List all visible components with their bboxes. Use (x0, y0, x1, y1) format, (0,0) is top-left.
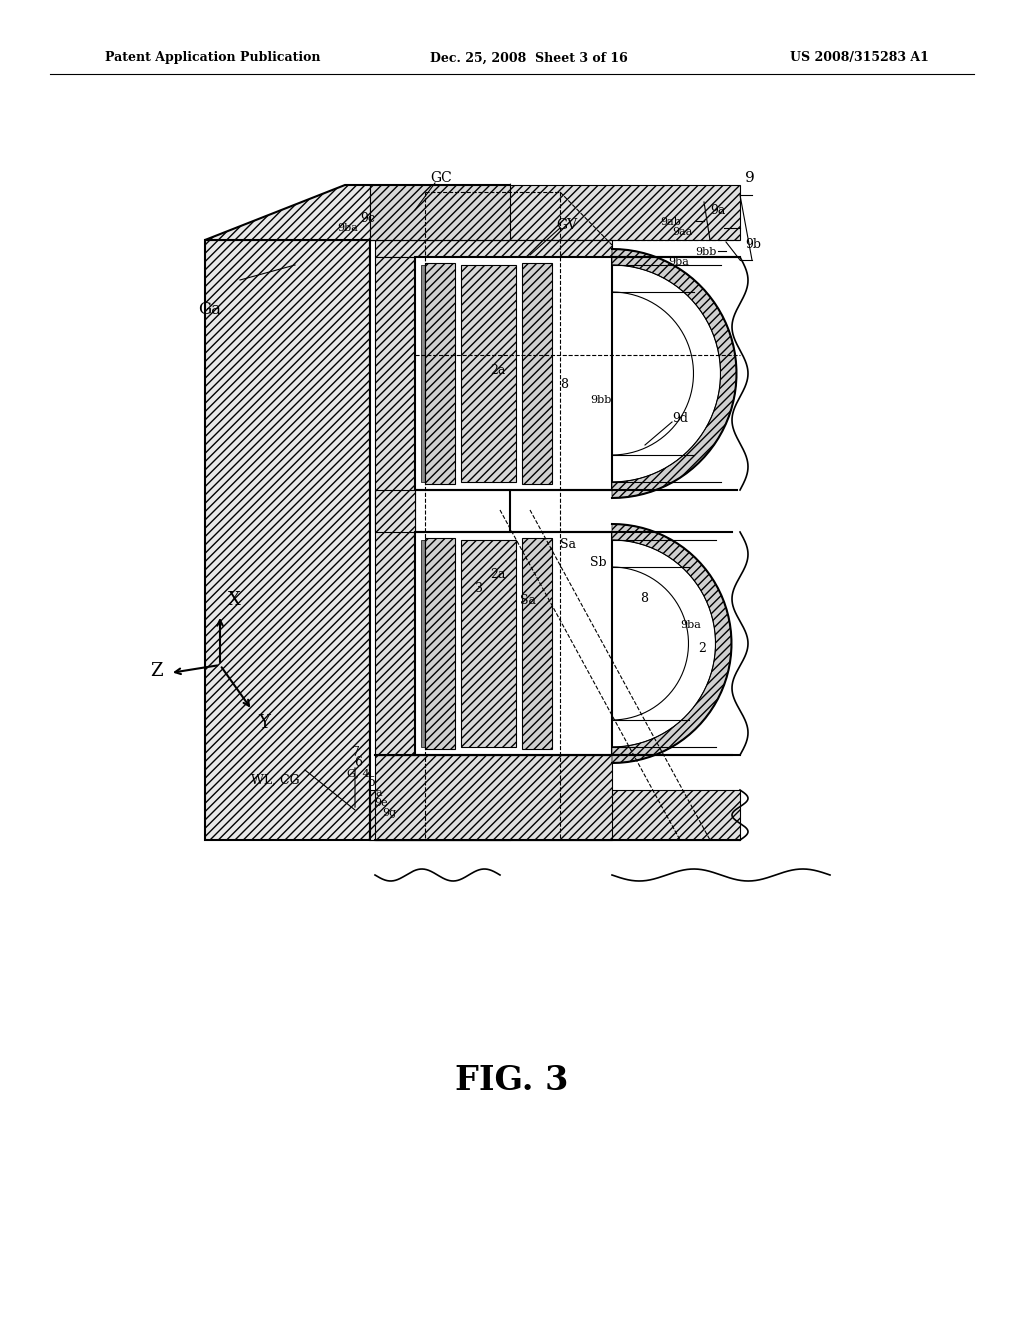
Polygon shape (370, 789, 740, 840)
Polygon shape (375, 490, 415, 532)
Text: Z: Z (150, 663, 163, 680)
Text: Patent Application Publication: Patent Application Publication (105, 51, 321, 65)
Polygon shape (370, 185, 510, 840)
Text: 9bb: 9bb (695, 247, 717, 257)
Text: Dec. 25, 2008  Sheet 3 of 16: Dec. 25, 2008 Sheet 3 of 16 (430, 51, 628, 65)
Text: 8: 8 (560, 379, 568, 392)
Text: GV: GV (556, 218, 578, 232)
Text: 9ba: 9ba (668, 257, 689, 267)
Text: 9aa: 9aa (672, 227, 692, 238)
Text: 2: 2 (698, 642, 706, 655)
Text: US 2008/315283 A1: US 2008/315283 A1 (790, 51, 929, 65)
Text: 6: 6 (354, 756, 362, 770)
Text: Sa: Sa (560, 539, 575, 552)
Polygon shape (425, 263, 455, 484)
Text: X: X (228, 591, 241, 609)
Text: Ga: Ga (199, 301, 221, 318)
Text: FIG. 3: FIG. 3 (456, 1064, 568, 1097)
Polygon shape (370, 185, 510, 240)
Polygon shape (421, 265, 425, 482)
Polygon shape (205, 240, 370, 840)
Text: 9bb: 9bb (590, 395, 611, 405)
Polygon shape (375, 240, 612, 257)
Polygon shape (522, 263, 552, 484)
Text: 9b: 9b (745, 239, 761, 252)
Text: 9ab: 9ab (660, 216, 681, 227)
Polygon shape (461, 540, 516, 747)
Text: 9c: 9c (360, 211, 375, 224)
Text: 3: 3 (475, 582, 483, 594)
Text: 9e: 9e (375, 799, 388, 808)
Text: 8: 8 (640, 591, 648, 605)
Polygon shape (612, 249, 736, 498)
Text: 9g: 9g (382, 808, 396, 818)
Polygon shape (461, 265, 516, 482)
Text: G, 4: G, 4 (347, 768, 370, 777)
Text: 2a: 2a (490, 569, 506, 582)
Text: 9ba: 9ba (337, 223, 358, 234)
Text: Sa: Sa (520, 594, 536, 606)
Text: 9: 9 (745, 172, 755, 185)
Polygon shape (370, 185, 740, 240)
Text: 9a: 9a (710, 203, 725, 216)
Text: WL, CG: WL, CG (251, 774, 300, 787)
Polygon shape (415, 532, 612, 755)
Text: Sb: Sb (590, 556, 606, 569)
Polygon shape (421, 540, 425, 747)
Text: a: a (376, 788, 382, 799)
Text: GC: GC (430, 172, 452, 185)
Polygon shape (205, 185, 510, 240)
Text: 7: 7 (352, 747, 360, 759)
Polygon shape (425, 539, 455, 748)
Text: Y: Y (258, 714, 270, 733)
Polygon shape (415, 257, 612, 490)
Polygon shape (375, 755, 612, 840)
Text: 2a: 2a (490, 363, 506, 376)
Text: 9d: 9d (672, 412, 688, 425)
Polygon shape (375, 257, 415, 755)
Polygon shape (522, 539, 552, 748)
Text: 9ba: 9ba (680, 620, 700, 630)
Polygon shape (612, 524, 731, 763)
Text: 5: 5 (368, 776, 376, 789)
